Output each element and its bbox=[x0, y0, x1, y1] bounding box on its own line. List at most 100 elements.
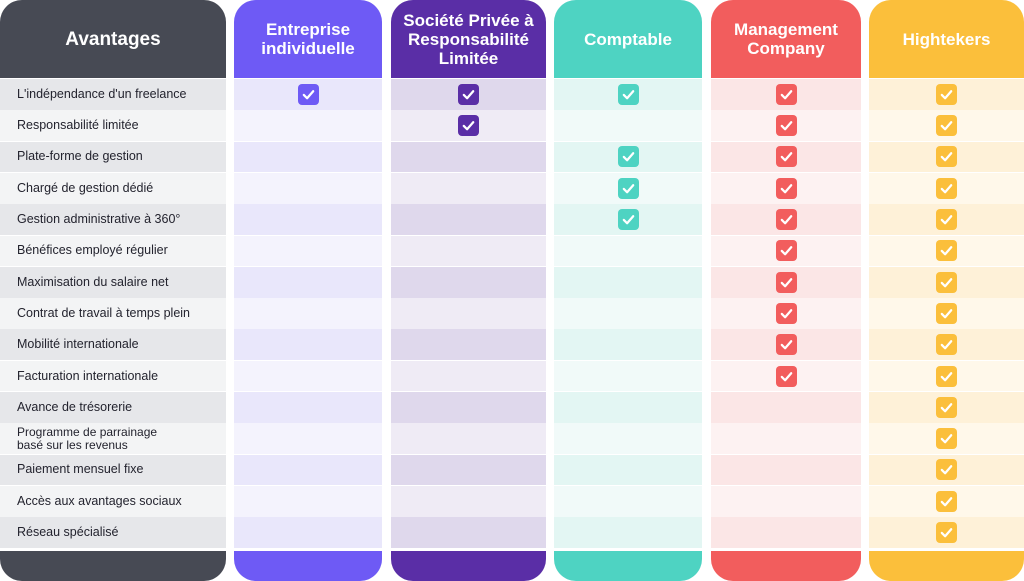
check-cell bbox=[711, 141, 861, 173]
check-cell bbox=[391, 172, 546, 204]
row-label: Responsabilité limitée bbox=[0, 110, 226, 142]
column-header-entreprise: Entreprise individuelle bbox=[234, 0, 382, 78]
check-cell bbox=[391, 204, 546, 235]
checkmark-icon bbox=[936, 334, 957, 356]
check-cell bbox=[711, 298, 861, 329]
check-cell bbox=[234, 141, 382, 173]
check-cell bbox=[391, 485, 546, 517]
checkmark-icon bbox=[936, 209, 957, 231]
check-cell bbox=[391, 298, 546, 329]
checkmark-icon bbox=[458, 83, 479, 105]
checkmark-icon bbox=[775, 334, 797, 356]
checkmark-icon bbox=[775, 240, 797, 262]
column-header-management: Management Company bbox=[711, 0, 861, 78]
row-label: Réseau spécialisé bbox=[0, 517, 226, 548]
check-cell bbox=[869, 454, 1024, 486]
check-cell bbox=[234, 79, 382, 110]
check-cell bbox=[711, 235, 861, 267]
check-cell bbox=[391, 110, 546, 142]
column-footer-avantages bbox=[0, 551, 226, 581]
column-avantages: Avantages L'indépendance d'un freelance Re… bbox=[0, 0, 226, 581]
check-cell bbox=[711, 517, 861, 548]
check-cell bbox=[234, 392, 382, 423]
row-label: Facturation internationale bbox=[0, 360, 226, 392]
column-footer-comptable bbox=[554, 551, 702, 581]
check-cell bbox=[554, 110, 702, 142]
check-cell bbox=[554, 329, 702, 361]
check-cell bbox=[711, 360, 861, 392]
checkmark-icon bbox=[936, 459, 957, 481]
check-cell bbox=[869, 485, 1024, 517]
check-cell bbox=[554, 517, 702, 548]
check-cell bbox=[711, 392, 861, 423]
check-cell bbox=[391, 141, 546, 173]
check-cell bbox=[554, 204, 702, 235]
check-cell bbox=[869, 392, 1024, 423]
row-label: Gestion administrative à 360° bbox=[0, 204, 226, 235]
checkmark-icon bbox=[617, 209, 639, 231]
checkmark-icon bbox=[936, 490, 957, 512]
checkmark-icon bbox=[936, 428, 957, 450]
check-cell bbox=[234, 235, 382, 267]
column-header-hightekers: Hightekers bbox=[869, 0, 1024, 78]
checkmark-icon bbox=[775, 271, 797, 293]
checkmark-icon bbox=[936, 302, 957, 324]
check-cell bbox=[711, 79, 861, 110]
checkmark-icon bbox=[936, 396, 957, 418]
check-cell bbox=[711, 110, 861, 142]
check-cell bbox=[554, 141, 702, 173]
row-label: Avance de trésorerie bbox=[0, 392, 226, 423]
column-comptable: Comptable bbox=[554, 0, 702, 581]
check-cell bbox=[391, 266, 546, 298]
check-cell bbox=[391, 423, 546, 455]
checkmark-icon bbox=[936, 115, 957, 137]
checkmark-icon bbox=[936, 522, 957, 544]
checkmark-icon bbox=[617, 83, 639, 105]
check-cell bbox=[711, 423, 861, 455]
check-cell bbox=[869, 141, 1024, 173]
check-cell bbox=[234, 423, 382, 455]
check-cell bbox=[869, 79, 1024, 110]
check-cell bbox=[234, 360, 382, 392]
column-hightekers: Hightekers bbox=[869, 0, 1024, 581]
row-label: Bénéfices employé régulier bbox=[0, 235, 226, 267]
column-footer-management bbox=[711, 551, 861, 581]
column-sprl: Société Privée à Responsabilité Limitée bbox=[391, 0, 546, 581]
checkmark-icon bbox=[936, 177, 957, 199]
check-cell bbox=[554, 235, 702, 267]
check-cell bbox=[554, 454, 702, 486]
check-cell bbox=[554, 266, 702, 298]
check-cell bbox=[711, 485, 861, 517]
check-cell bbox=[391, 392, 546, 423]
check-cell bbox=[869, 110, 1024, 142]
row-label: Plate-forme de gestion bbox=[0, 141, 226, 173]
check-cell bbox=[711, 454, 861, 486]
check-cell bbox=[234, 454, 382, 486]
checkmark-icon bbox=[936, 146, 957, 168]
checkmark-icon bbox=[775, 209, 797, 231]
checkmark-icon bbox=[617, 177, 639, 199]
check-cell bbox=[711, 172, 861, 204]
check-cell bbox=[711, 266, 861, 298]
check-cell bbox=[391, 329, 546, 361]
check-cell bbox=[554, 360, 702, 392]
checkmark-icon bbox=[775, 146, 797, 168]
check-cell bbox=[554, 79, 702, 110]
check-cell bbox=[234, 298, 382, 329]
checkmark-icon bbox=[775, 115, 797, 137]
column-entreprise: Entreprise individuelle bbox=[234, 0, 382, 581]
checkmark-icon bbox=[775, 83, 797, 105]
check-cell bbox=[869, 266, 1024, 298]
column-footer-hightekers bbox=[869, 551, 1024, 581]
check-cell bbox=[234, 266, 382, 298]
check-cell bbox=[869, 204, 1024, 235]
check-cell bbox=[711, 329, 861, 361]
check-cell bbox=[554, 423, 702, 455]
check-cell bbox=[869, 423, 1024, 455]
check-cell bbox=[554, 172, 702, 204]
check-cell bbox=[554, 298, 702, 329]
row-label: Programme de parrainage basé sur les reve… bbox=[0, 423, 226, 455]
check-cell bbox=[869, 329, 1024, 361]
checkmark-icon bbox=[775, 365, 797, 387]
